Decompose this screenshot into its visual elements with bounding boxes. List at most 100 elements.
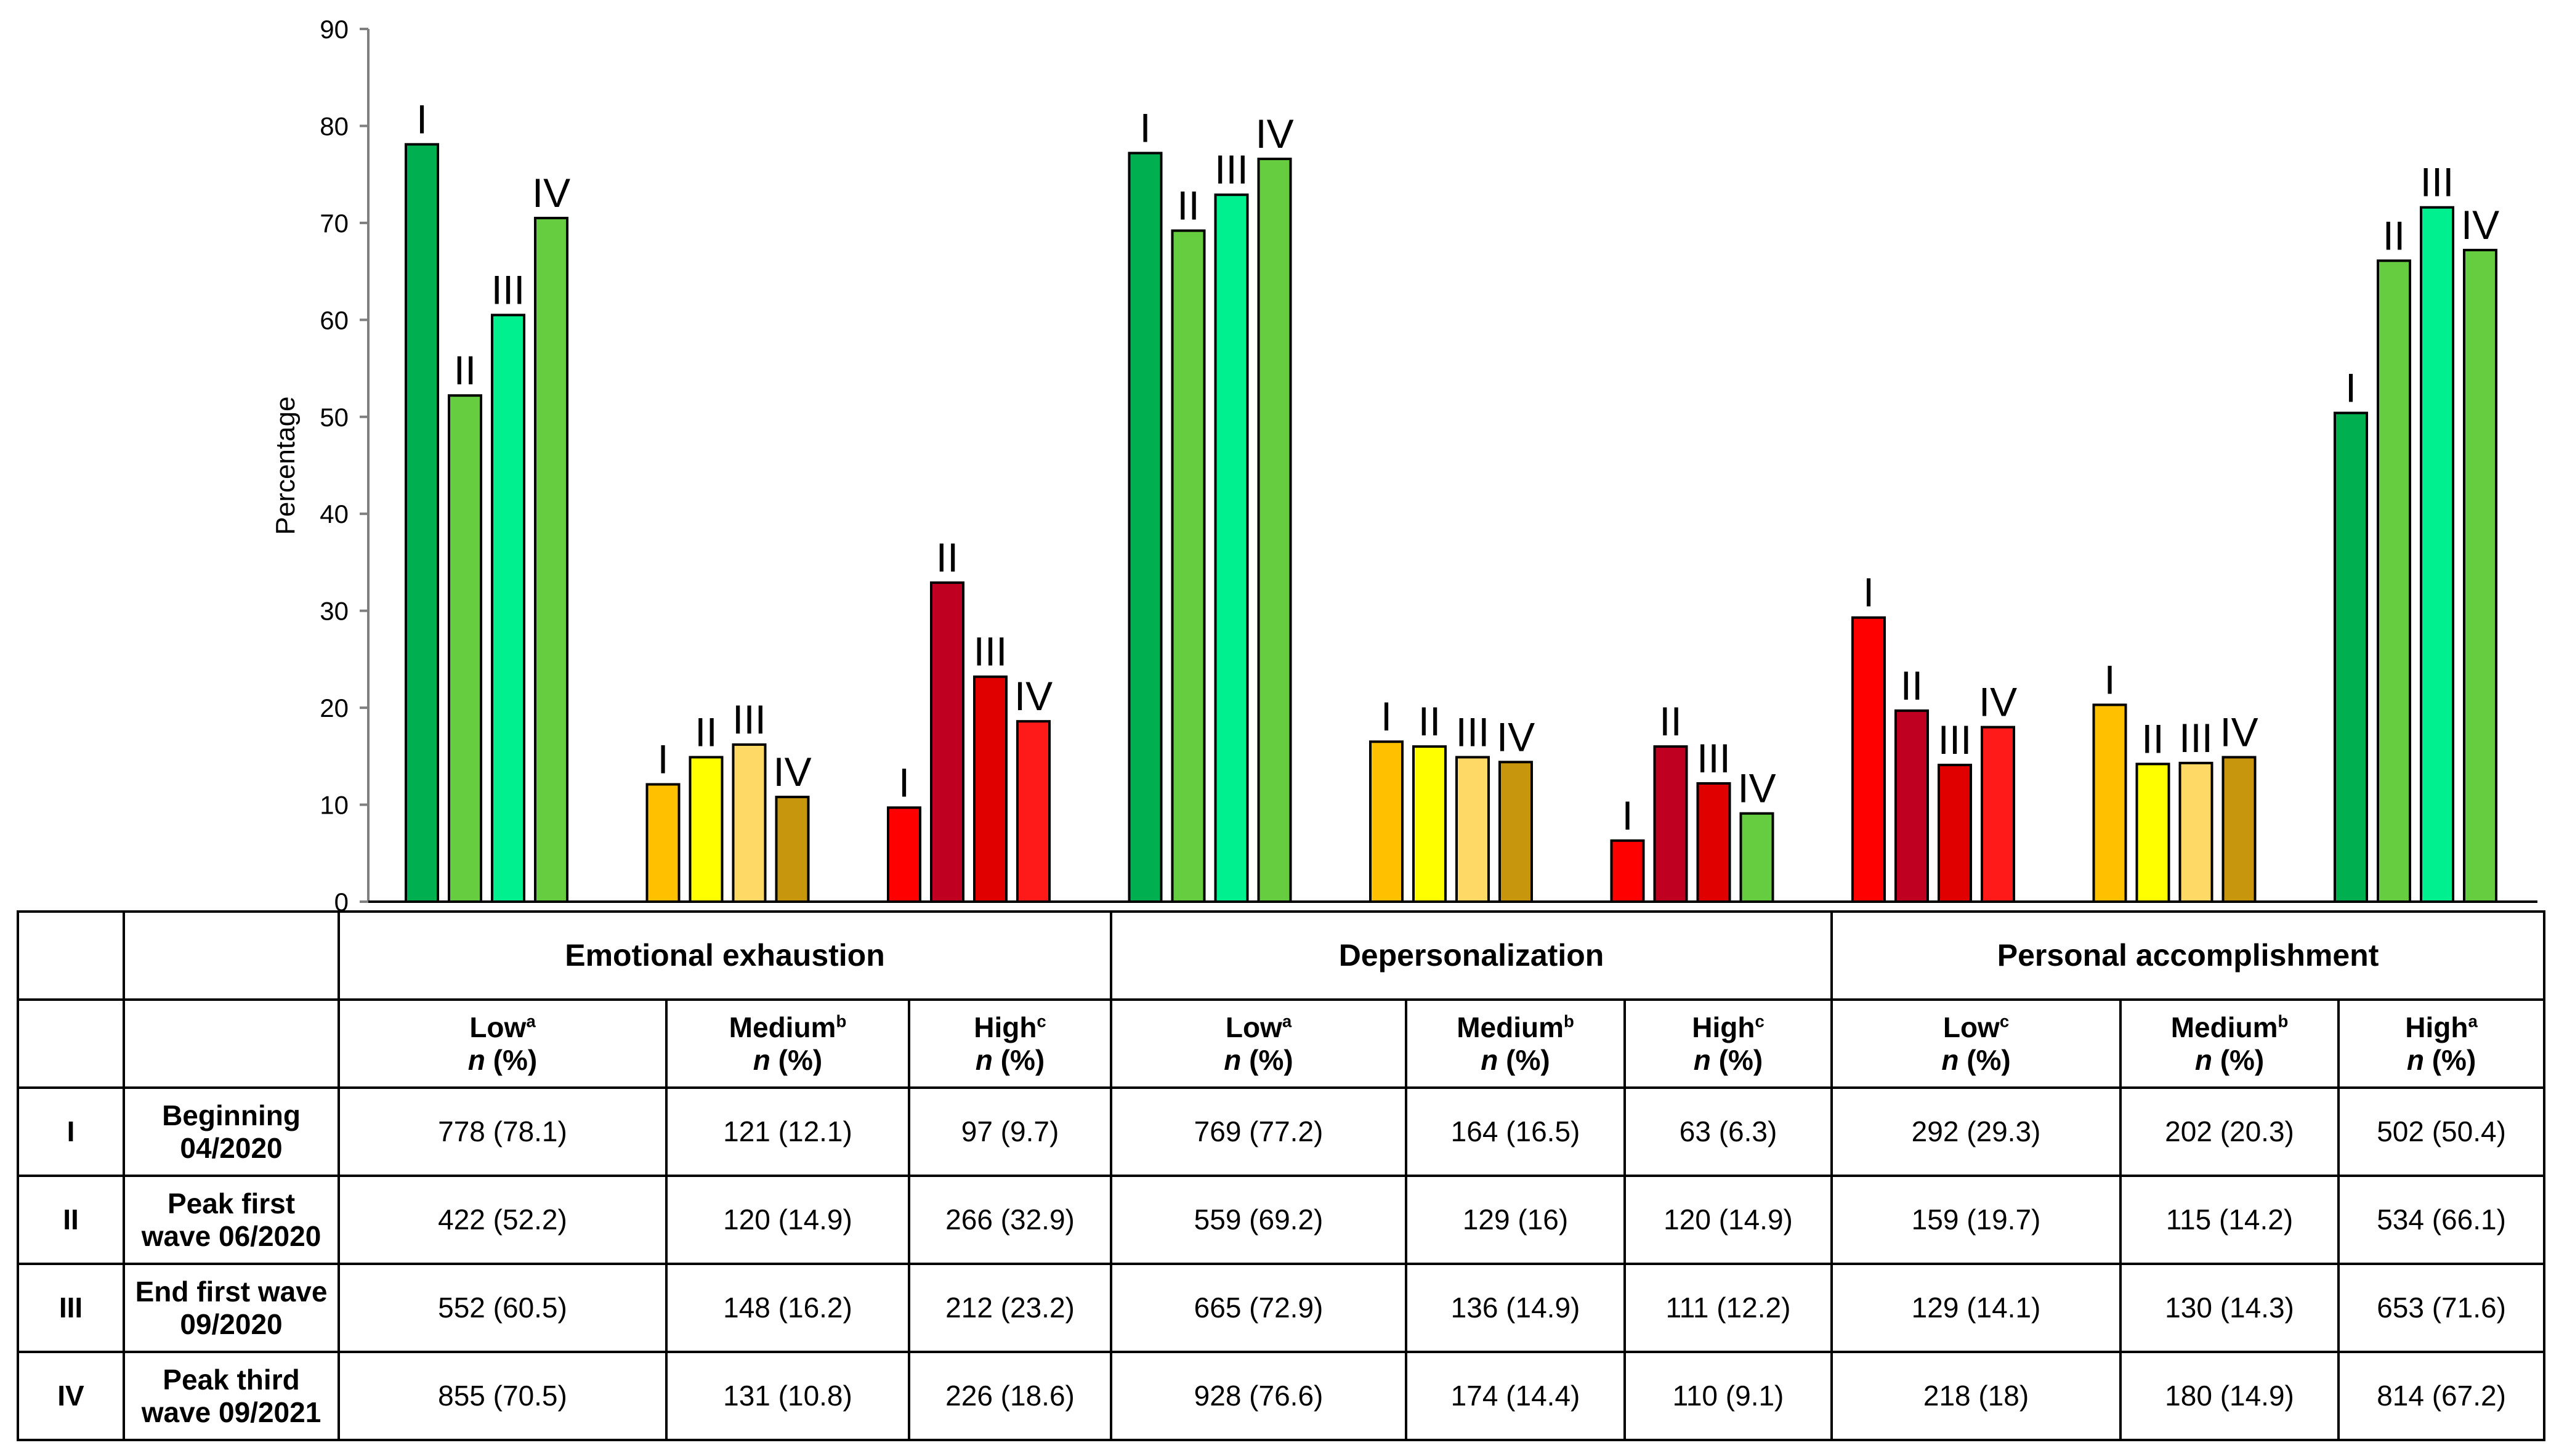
bar [1128, 152, 1163, 903]
table-cell: 226 (18.6) [907, 1351, 1113, 1441]
corner-cell [123, 998, 340, 1089]
table-cell: 129 (16) [1405, 1175, 1627, 1265]
y-tick-label: 70 [320, 209, 349, 238]
bar-series-label: II [1901, 663, 1923, 708]
y-tick-label: 80 [320, 111, 349, 140]
table-cell: 665 (72.9) [1110, 1263, 1408, 1353]
n-label: n [753, 1043, 770, 1076]
table-cell: 928 (76.6) [1110, 1351, 1408, 1441]
row-id: I [17, 1086, 125, 1177]
level-header: Lowa n (%) [338, 998, 668, 1089]
level-name: Medium [729, 1011, 836, 1043]
level-name: Low [469, 1011, 527, 1043]
table-cell: 159 (19.7) [1830, 1175, 2122, 1265]
bar [775, 795, 810, 903]
table-cell: 534 (66.1) [2337, 1175, 2546, 1265]
y-tick-label: 40 [320, 499, 349, 528]
bar [2334, 411, 2368, 903]
table-cell: 502 (50.4) [2337, 1086, 2546, 1177]
row-id: II [17, 1175, 125, 1265]
table-row: IV Peak third wave 09/2021 855 (70.5) 131 (1… [17, 1351, 2546, 1441]
bar [2420, 206, 2454, 904]
bar-series-label: II [1418, 698, 1441, 744]
table-cell: 202 (20.3) [2119, 1086, 2340, 1177]
pct-label: (%) [1498, 1043, 1550, 1076]
level-name: High [2405, 1011, 2468, 1043]
bar-series-label: IV [532, 170, 570, 216]
data-table: Emotional exhaustion Depersonalization P… [17, 910, 2546, 1441]
level-footnote: a [526, 1011, 536, 1031]
table-cell: 115 (14.2) [2119, 1175, 2340, 1265]
row-id: IV [17, 1351, 125, 1441]
bar [448, 394, 482, 903]
level-footnote: b [1563, 1011, 1574, 1031]
level-footnote: c [1755, 1011, 1765, 1031]
bar [1171, 229, 1206, 903]
wave-label-line: 04/2020 [180, 1131, 283, 1164]
n-label: n [1481, 1043, 1498, 1076]
table-cell: 97 (9.7) [907, 1086, 1113, 1177]
bar [2178, 761, 2213, 904]
table-cell: 218 (18) [1830, 1351, 2122, 1441]
n-label: n [975, 1043, 993, 1076]
table-cell: 422 (52.2) [338, 1175, 668, 1265]
bar [1257, 157, 1292, 903]
level-header: Highc n (%) [1623, 998, 1833, 1089]
level-footnote: c [1999, 1011, 2010, 1031]
bar [930, 581, 964, 903]
bar-series-label: III [2420, 160, 2454, 205]
bar-series-label: IV [1737, 766, 1776, 811]
corner-cell [123, 910, 340, 1001]
table-cell: 653 (71.6) [2337, 1263, 2546, 1353]
bar-series-label: I [2104, 657, 2115, 702]
domain-header-row: Emotional exhaustion Depersonalization P… [17, 910, 2546, 1001]
bar [973, 675, 1008, 903]
level-header: Mediumb n (%) [2119, 998, 2340, 1089]
bar-series-label: IV [1497, 714, 1535, 759]
pct-label: (%) [2423, 1043, 2476, 1076]
n-label: n [2406, 1043, 2424, 1076]
n-label: n [1693, 1043, 1711, 1076]
pct-label: (%) [2212, 1043, 2265, 1076]
bar [2377, 259, 2411, 903]
level-header: Mediumb n (%) [1405, 998, 1627, 1089]
y-axis-label: Percentage [270, 396, 301, 535]
level-header: Higha n (%) [2337, 998, 2546, 1089]
bar [1938, 764, 1972, 903]
n-label: n [1941, 1043, 1959, 1076]
bar-series-label: I [1139, 105, 1150, 151]
table-cell: 174 (14.4) [1405, 1351, 1627, 1441]
bar-series-label: I [1622, 793, 1633, 838]
bar [732, 743, 767, 903]
table-cell: 148 (16.2) [665, 1263, 910, 1353]
bar-series-label: III [1697, 735, 1731, 781]
bar-series-label: I [2345, 365, 2356, 410]
bar-series-label: IV [1979, 679, 2017, 725]
bar [1653, 745, 1688, 903]
table-cell: 110 (9.1) [1623, 1351, 1833, 1441]
y-tick-label: 10 [320, 791, 349, 820]
bar-series-label: III [1938, 717, 1971, 762]
wave-label-line: wave 06/2020 [141, 1219, 321, 1252]
bar [1894, 709, 1929, 904]
y-tick-label: 50 [320, 403, 349, 432]
n-label: n [2194, 1043, 2212, 1076]
level-header: Mediumb n (%) [665, 998, 910, 1089]
wave-label-line: 09/2020 [180, 1308, 283, 1340]
level-header: Highc n (%) [907, 998, 1113, 1089]
table-cell: 212 (23.2) [907, 1263, 1113, 1353]
domain-header: Emotional exhaustion [337, 910, 1113, 1001]
bar-series-label: III [1215, 147, 1248, 192]
wave-label-line: wave 09/2021 [141, 1396, 321, 1428]
wave-label-line: Beginning [162, 1099, 301, 1131]
y-tick-label: 60 [320, 305, 349, 334]
bar [2463, 248, 2497, 903]
level-header: Lowa n (%) [1110, 998, 1408, 1089]
bar-series-label: III [732, 697, 766, 742]
bar-series-label: IV [1014, 673, 1053, 719]
pct-label: (%) [485, 1043, 538, 1076]
